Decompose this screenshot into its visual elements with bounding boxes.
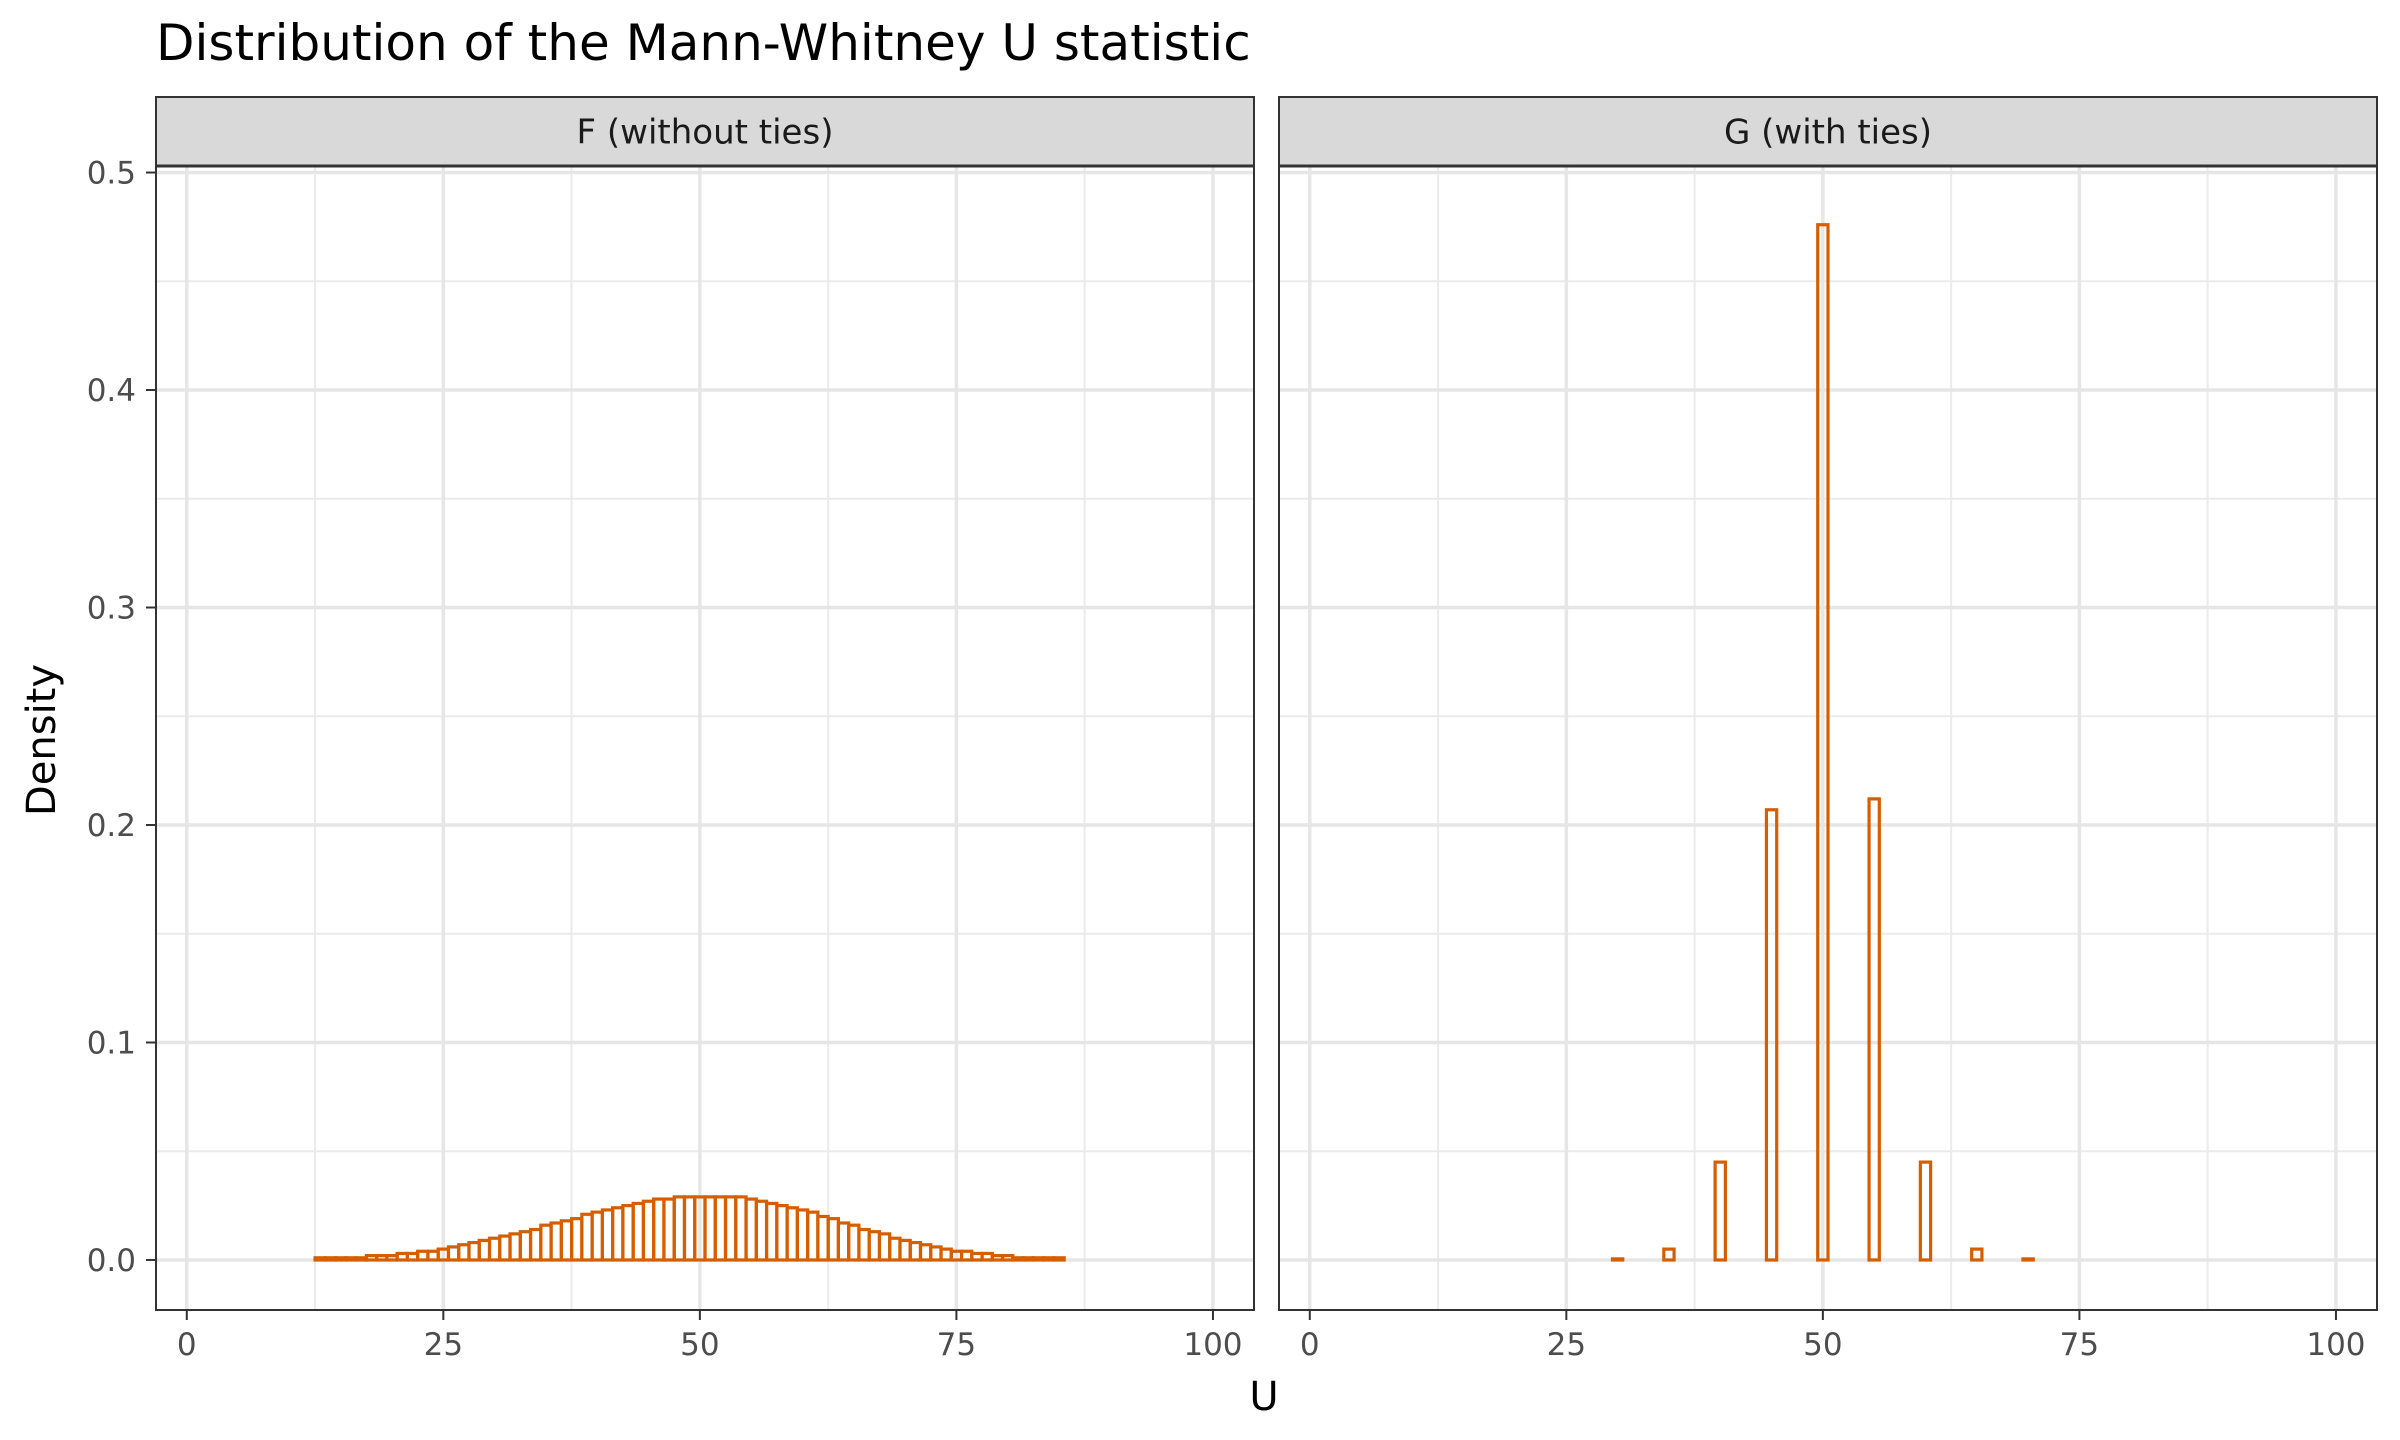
histogram-bar <box>1662 1247 1676 1262</box>
facet-panel-1: F (without ties) 0 25 50 75 100 0.0 0.1 0.2 0.3 0.… <box>87 96 1255 1363</box>
x-tick-label: 100 <box>1183 1327 1242 1363</box>
x-tick-label: 75 <box>2060 1327 2099 1363</box>
facet-strip-label: G (with ties) <box>1724 113 1932 153</box>
facet-panel-2: G (with ties) 0 25 50 75 100 <box>1278 96 2378 1363</box>
facet-panels: F (without ties) 0 25 50 75 100 0.0 0.1 0.2 0.3 0.… <box>87 96 2378 1363</box>
histogram-bar <box>1764 808 1779 1262</box>
x-axis-title: U <box>1249 1374 1278 1420</box>
histogram-bar <box>1713 1160 1727 1262</box>
histogram-bar <box>1867 797 1881 1262</box>
y-tick-label: 0.2 <box>87 808 136 844</box>
histogram-bar <box>1610 1257 1625 1262</box>
histogram-bar <box>1816 223 1830 1262</box>
x-tick-label: 50 <box>680 1327 719 1363</box>
histogram-bar <box>1918 1160 1933 1262</box>
bar-series <box>1610 223 2035 1262</box>
y-tick-label: 0.1 <box>87 1025 136 1061</box>
histogram-bar <box>1052 1256 1066 1262</box>
x-tick-label: 25 <box>1547 1327 1586 1363</box>
x-tick-label: 75 <box>937 1327 976 1363</box>
y-tick-label: 0.3 <box>87 591 136 627</box>
y-tick-label: 0.5 <box>87 156 136 192</box>
x-tick-label: 0 <box>177 1327 197 1363</box>
y-axis-title: Density <box>19 664 65 816</box>
x-tick-label: 100 <box>2306 1327 2365 1363</box>
y-tick-label: 0.0 <box>87 1243 136 1279</box>
x-tick-label: 25 <box>424 1327 463 1363</box>
bar-series <box>313 1195 1066 1262</box>
facet-strip-label: F (without ties) <box>577 113 834 153</box>
facet-strip <box>155 96 1255 167</box>
chart-title: Distribution of the Mann-Whitney U stati… <box>156 14 1251 72</box>
panel-background <box>156 166 1254 1310</box>
y-tick-label: 0.4 <box>87 373 136 409</box>
x-tick-label: 50 <box>1803 1327 1842 1363</box>
histogram-bar <box>2021 1257 2035 1262</box>
histogram-bar <box>1970 1247 1984 1262</box>
x-tick-label: 0 <box>1300 1327 1320 1363</box>
